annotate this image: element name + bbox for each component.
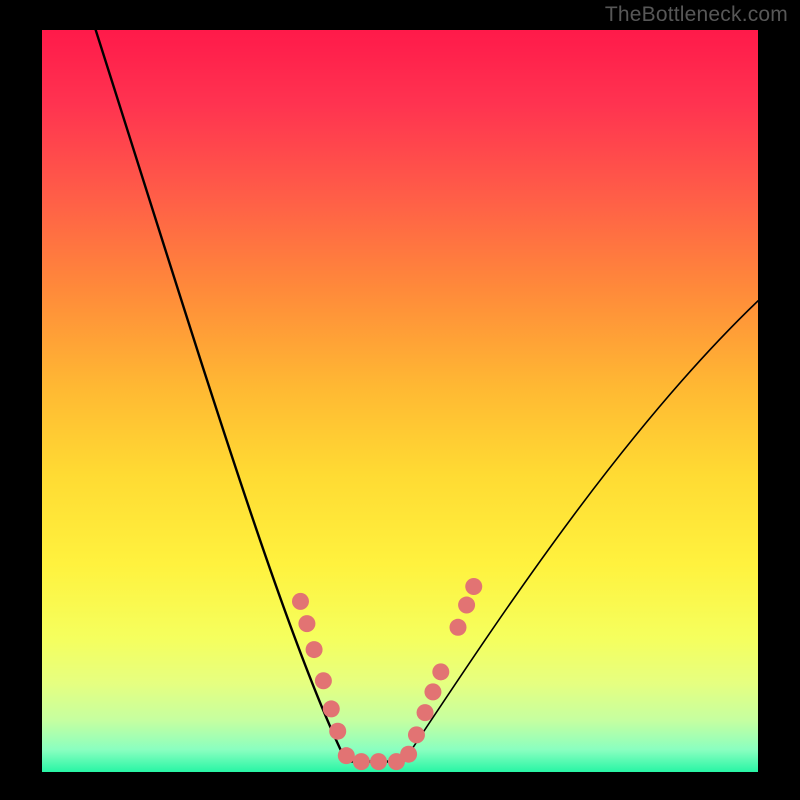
plot-svg [42,30,758,772]
chart-stage: TheBottleneck.com [0,0,800,800]
marker-dot [417,704,434,721]
marker-dot [465,578,482,595]
marker-dot [306,641,323,658]
marker-dot [298,615,315,632]
marker-dot [338,747,355,764]
marker-dot [292,593,309,610]
marker-dot [458,597,475,614]
marker-dot [353,753,370,770]
watermark-label: TheBottleneck.com [605,3,788,27]
gradient-background [42,30,758,772]
marker-dot [315,672,332,689]
marker-dot [408,726,425,743]
marker-dot [370,753,387,770]
marker-dot [323,700,340,717]
marker-dot [432,663,449,680]
marker-dot [329,723,346,740]
marker-dot [424,683,441,700]
marker-dot [449,619,466,636]
marker-dot [400,746,417,763]
plot-area [42,30,758,772]
